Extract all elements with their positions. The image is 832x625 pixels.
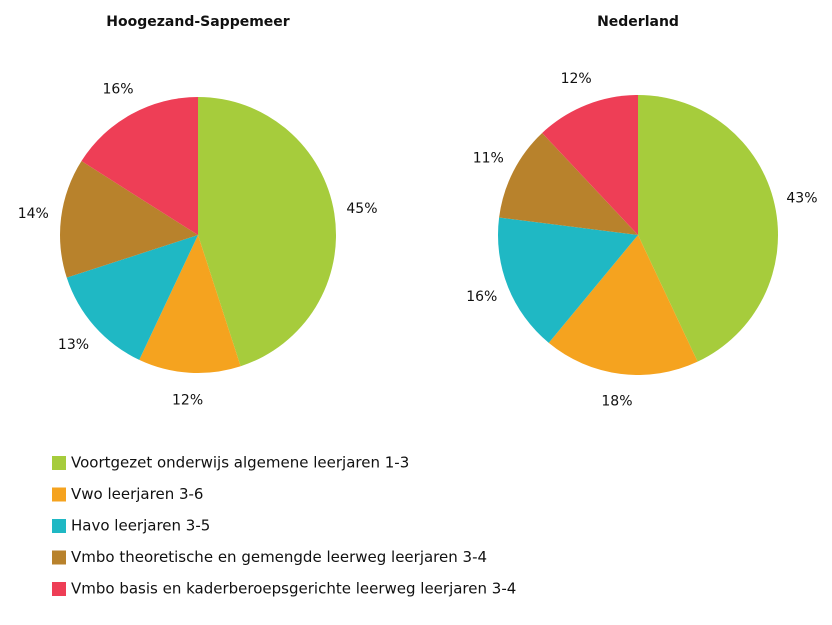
legend-label: Voortgezet onderwijs algemene leerjaren … xyxy=(71,454,409,472)
legend-label: Vwo leerjaren 3-6 xyxy=(71,485,203,503)
pie-slice xyxy=(499,132,638,235)
legend-swatch xyxy=(52,487,66,502)
legend-swatch xyxy=(52,550,66,565)
pie-slice xyxy=(548,235,698,376)
pie-slice xyxy=(498,217,638,343)
data-label: 13% xyxy=(58,337,89,353)
data-label: 12% xyxy=(172,393,203,409)
pie-slice xyxy=(60,161,199,278)
data-label: 12% xyxy=(561,71,592,87)
pie-slice xyxy=(81,97,198,235)
data-label: 16% xyxy=(466,289,497,305)
pie-slice xyxy=(139,235,241,373)
data-label: 16% xyxy=(102,82,133,98)
data-label: 14% xyxy=(18,206,49,222)
legend-label: Vmbo theoretische en gemengde leerweg le… xyxy=(71,548,487,566)
data-label: 45% xyxy=(346,201,377,217)
legend-swatch xyxy=(52,456,66,470)
legend-label: Havo leerjaren 3-5 xyxy=(71,517,210,535)
chart-title: Hoogezand-Sappemeer xyxy=(106,14,290,30)
pie-slice xyxy=(638,94,779,362)
legend-label: Vmbo basis en kaderberoepsgerichte leerw… xyxy=(71,580,516,598)
pie-slice xyxy=(198,97,336,367)
pie-slice xyxy=(542,95,638,235)
legend-swatch xyxy=(52,582,66,596)
data-label: 43% xyxy=(786,190,817,206)
data-label: 11% xyxy=(473,151,504,167)
chart-title: Nederland xyxy=(597,14,679,30)
data-label: 18% xyxy=(601,394,632,410)
pie-slice xyxy=(66,235,198,360)
legend-swatch xyxy=(52,519,66,533)
